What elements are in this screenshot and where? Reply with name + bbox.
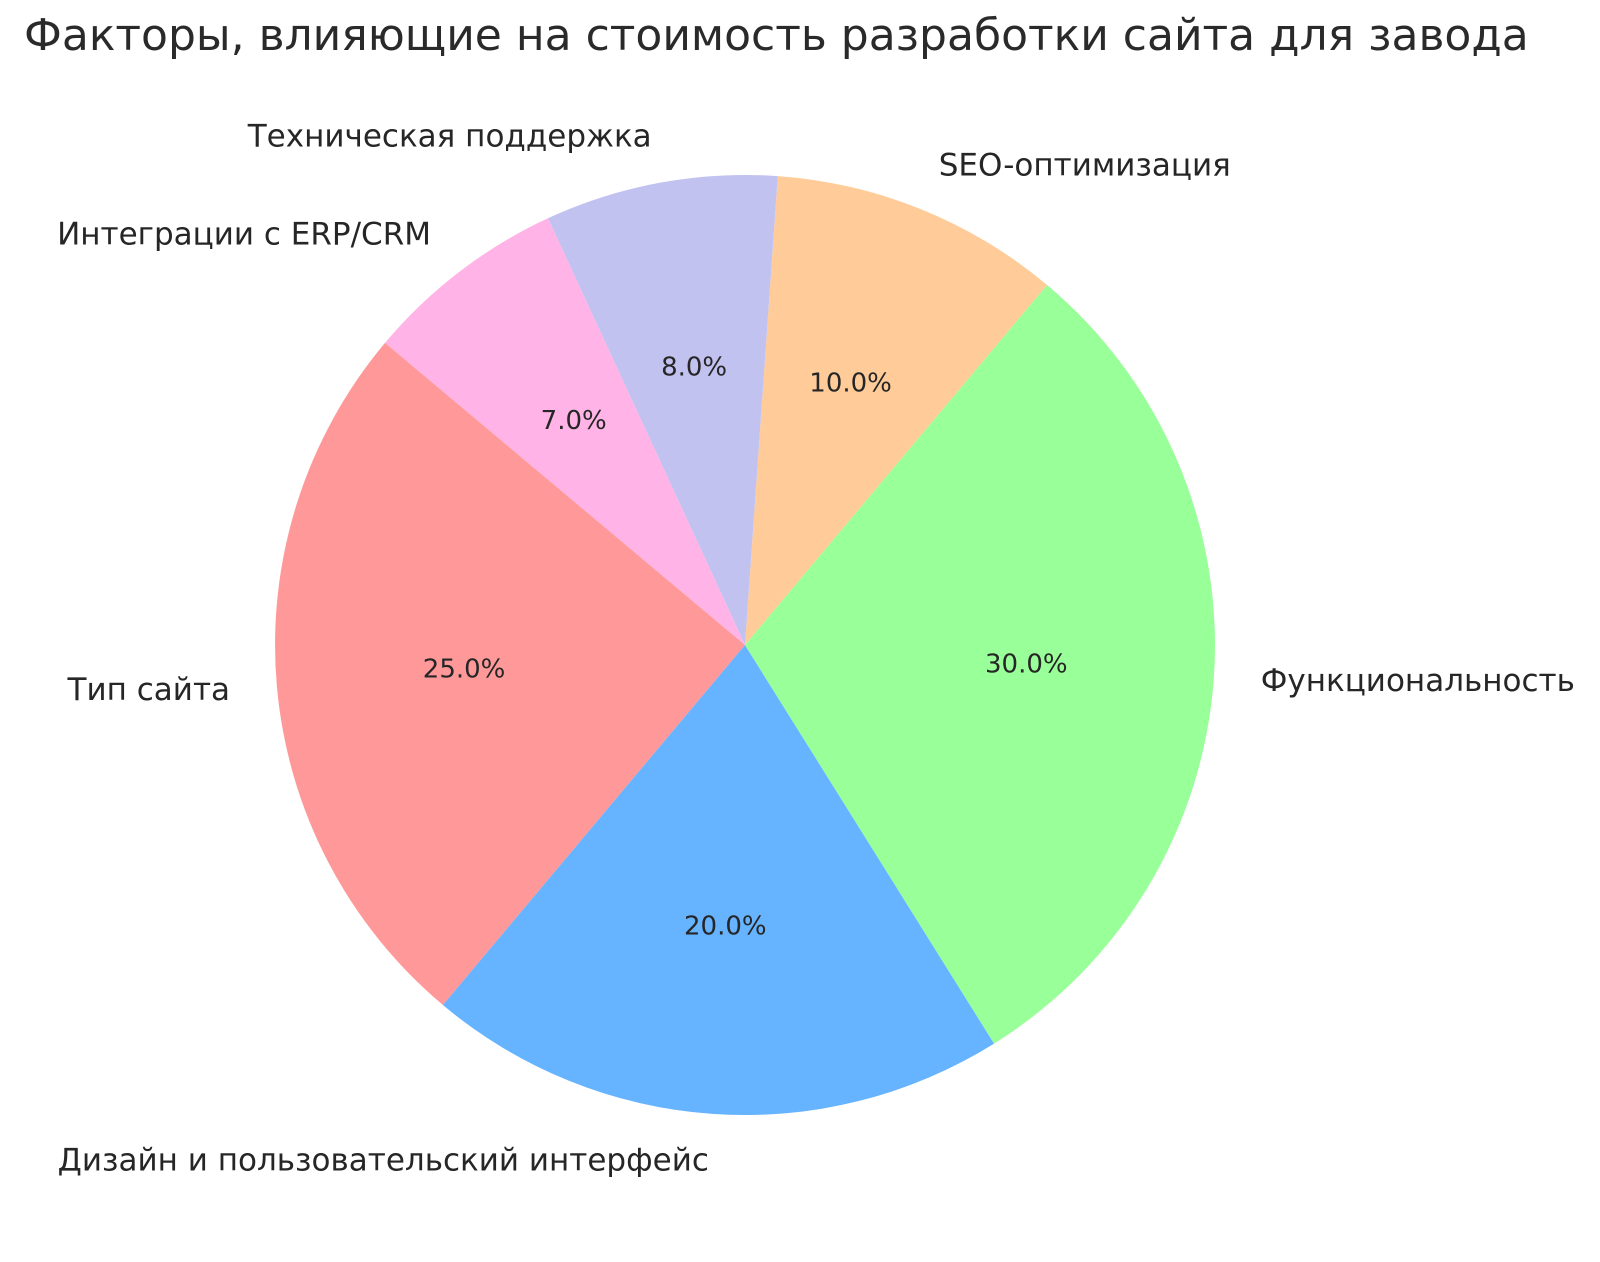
pie-slice-1	[547, 174, 778, 645]
slice-percent-label-0: 10.0%	[809, 369, 892, 399]
slice-category-label-4: Дизайн и пользовательский интерфейс	[58, 1143, 709, 1179]
slice-percent-label-3: 25.0%	[423, 655, 506, 685]
slice-category-label-2: Интеграции с ERP/CRM	[57, 216, 431, 252]
pie-slice-3	[275, 342, 745, 1005]
slice-category-label-0: SEO-оптимизация	[939, 148, 1231, 184]
chart-title: Факторы, влияющие на стоимость разработк…	[24, 10, 1529, 61]
slice-category-label-1: Техническая поддержка	[247, 119, 652, 155]
slice-category-label-5: Функциональность	[1261, 663, 1575, 699]
slice-percent-label-2: 7.0%	[541, 406, 607, 436]
pie-slice-0	[745, 176, 1048, 645]
pie-slice-2	[385, 218, 745, 646]
pie-slice-4	[442, 645, 995, 1116]
slice-category-label-3: Тип сайта	[67, 672, 230, 708]
slice-percent-label-4: 20.0%	[684, 911, 767, 941]
slice-percent-label-1: 8.0%	[661, 353, 727, 383]
slice-percent-label-5: 30.0%	[985, 650, 1068, 680]
pie-slice-5	[745, 285, 1215, 1044]
